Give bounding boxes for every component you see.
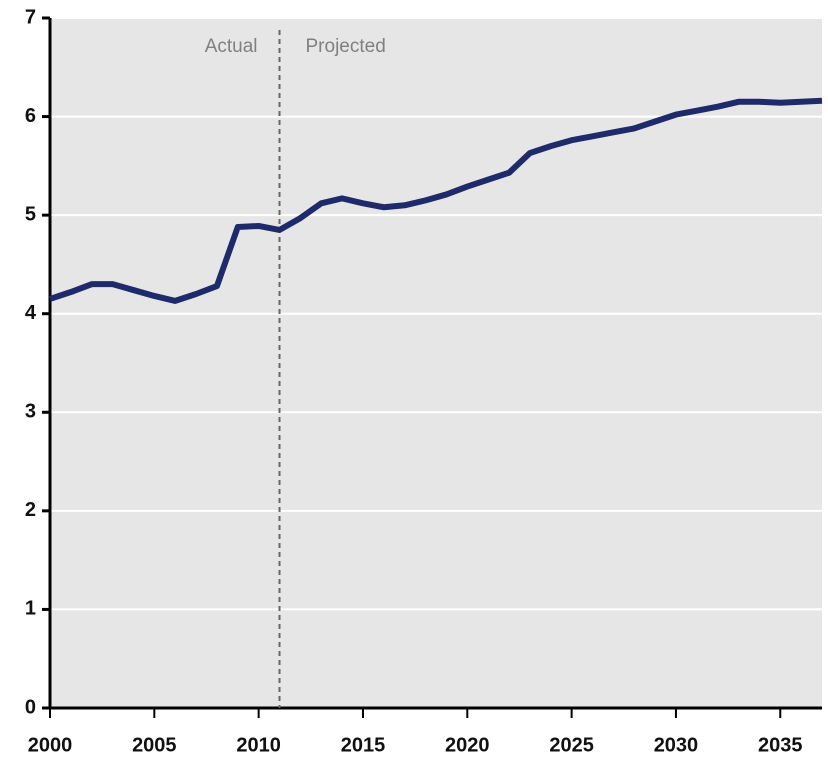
annotation: Actual bbox=[205, 36, 258, 57]
x-tick-label: 2030 bbox=[654, 734, 699, 756]
annotation: Projected bbox=[306, 36, 386, 57]
x-tick-label: 2010 bbox=[236, 734, 281, 756]
x-tick-label: 2035 bbox=[758, 734, 803, 756]
x-tick-label: 2015 bbox=[341, 734, 386, 756]
y-tick-label: 7 bbox=[25, 6, 36, 28]
y-tick-label: 0 bbox=[25, 696, 36, 718]
y-tick-label: 4 bbox=[25, 302, 37, 324]
x-tick-label: 2020 bbox=[445, 734, 490, 756]
x-tick-label: 2025 bbox=[549, 734, 594, 756]
y-tick-label: 5 bbox=[25, 203, 36, 225]
data-line bbox=[49, 97, 823, 304]
plot-area bbox=[50, 18, 822, 708]
y-tick-label: 3 bbox=[25, 401, 36, 423]
y-tick-label: 6 bbox=[25, 105, 36, 127]
y-tick-label: 1 bbox=[25, 598, 36, 620]
y-tick-label: 2 bbox=[25, 499, 36, 521]
x-tick-label: 2000 bbox=[28, 734, 73, 756]
x-tick-label: 2005 bbox=[132, 734, 177, 756]
